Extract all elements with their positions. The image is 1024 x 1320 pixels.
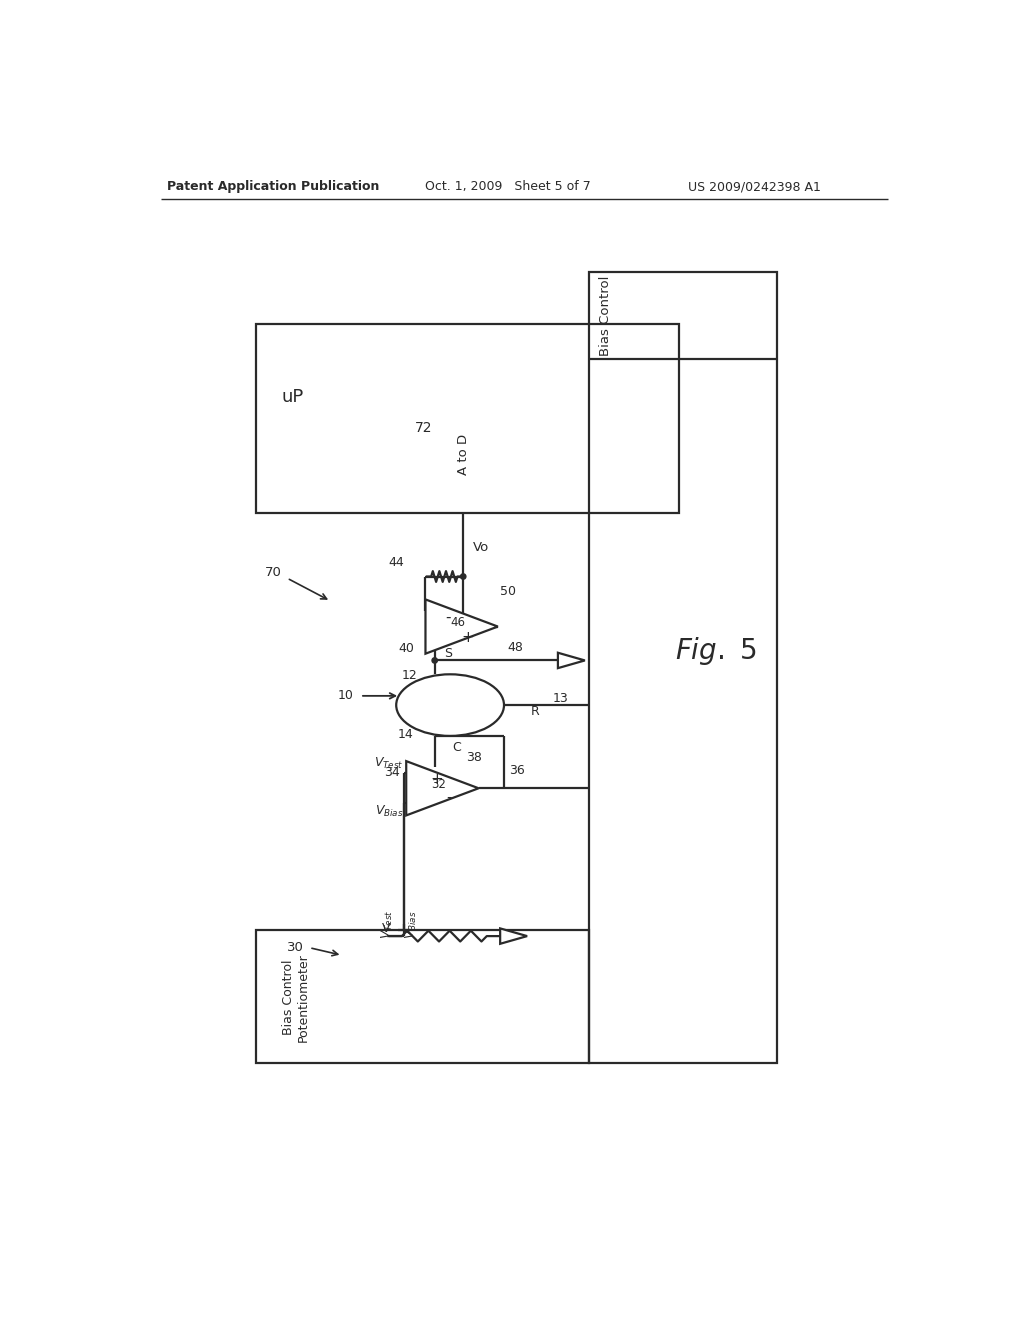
Text: Bias Control: Bias Control — [599, 276, 612, 356]
Text: Patent Application Publication: Patent Application Publication — [167, 181, 379, 194]
Text: 70: 70 — [265, 566, 283, 579]
Text: 72: 72 — [415, 421, 432, 434]
Text: S: S — [444, 647, 452, 660]
Ellipse shape — [396, 675, 504, 737]
Text: 44: 44 — [388, 556, 403, 569]
Text: R: R — [531, 705, 540, 718]
Polygon shape — [407, 762, 478, 816]
Bar — [589, 272, 777, 1063]
Text: $V_{Bias}$: $V_{Bias}$ — [404, 911, 419, 939]
Text: 10: 10 — [338, 689, 354, 702]
Text: V: V — [382, 921, 391, 935]
Bar — [256, 929, 589, 1063]
Text: 46: 46 — [451, 616, 465, 630]
Text: uP: uP — [282, 388, 303, 407]
Text: 14: 14 — [397, 727, 413, 741]
Text: -: - — [445, 610, 451, 624]
Text: 38: 38 — [466, 751, 482, 764]
Polygon shape — [558, 653, 585, 668]
Text: -: - — [445, 789, 452, 805]
Bar — [256, 323, 679, 512]
Text: $V_{Bias}$: $V_{Bias}$ — [375, 804, 403, 818]
Text: Vo: Vo — [473, 541, 489, 554]
Text: 50: 50 — [500, 585, 516, 598]
Text: 40: 40 — [398, 642, 414, 655]
Text: $\mathit{Fig.}$ $\mathit{5}$: $\mathit{Fig.}$ $\mathit{5}$ — [675, 635, 757, 667]
Text: 48: 48 — [508, 640, 523, 653]
Circle shape — [432, 657, 437, 663]
Polygon shape — [500, 928, 527, 944]
Text: +: + — [430, 771, 442, 787]
Text: 30: 30 — [287, 941, 304, 954]
Text: Oct. 1, 2009   Sheet 5 of 7: Oct. 1, 2009 Sheet 5 of 7 — [425, 181, 591, 194]
Polygon shape — [425, 599, 498, 653]
Text: $V_{Test}$: $V_{Test}$ — [380, 909, 394, 940]
Text: +: + — [462, 630, 474, 645]
Text: 34: 34 — [384, 766, 400, 779]
Text: Bias Control
Potentiometer: Bias Control Potentiometer — [282, 953, 310, 1041]
Text: US 2009/0242398 A1: US 2009/0242398 A1 — [688, 181, 820, 194]
Circle shape — [461, 574, 466, 579]
Text: 36: 36 — [509, 764, 525, 777]
Text: 12: 12 — [402, 669, 418, 682]
Text: $V_{Test}$: $V_{Test}$ — [375, 755, 403, 771]
Text: C: C — [453, 741, 461, 754]
Text: 13: 13 — [553, 693, 568, 705]
Text: 32: 32 — [431, 777, 446, 791]
Text: A to D: A to D — [457, 434, 470, 475]
